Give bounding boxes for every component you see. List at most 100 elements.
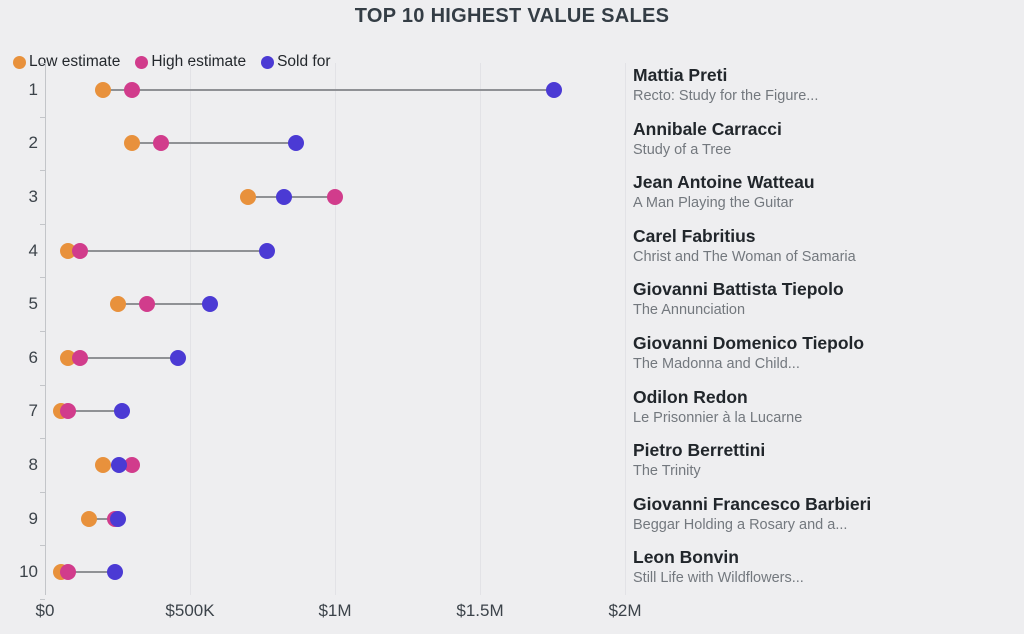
axis-tick: [40, 331, 45, 332]
sold-dot[interactable]: [276, 188, 293, 205]
list-item: Giovanni Francesco Barbieri Beggar Holdin…: [633, 494, 1018, 535]
x-tick-label: $2M: [608, 601, 642, 620]
high-dot[interactable]: [60, 564, 77, 581]
gridline: [625, 63, 626, 595]
range-connector: [117, 303, 211, 306]
legend-item-high[interactable]: High estimate: [135, 53, 246, 71]
chart-row: [45, 385, 625, 439]
axis-tick: [40, 599, 45, 600]
artist-name: Giovanni Battista Tiepolo: [633, 279, 844, 300]
range-connector: [60, 410, 122, 413]
sold-dot[interactable]: [202, 296, 219, 313]
legend-label: Low estimate: [29, 53, 121, 70]
chart-row: [45, 170, 625, 224]
rank-label: 7: [28, 401, 38, 421]
sold-dot[interactable]: [170, 349, 187, 366]
range-connector: [68, 249, 267, 252]
axis-tick: [40, 223, 45, 225]
axis-tick: [40, 545, 45, 547]
range-connector: [68, 356, 179, 359]
sold-dot[interactable]: [258, 242, 275, 259]
sold-legend-dot-icon: [261, 55, 275, 69]
legend-item-low[interactable]: Low estimate: [13, 53, 120, 71]
work-title: Study of a Tree: [633, 141, 732, 158]
rank-label: 3: [28, 186, 38, 206]
rank-label: 2: [28, 133, 38, 153]
sold-dot[interactable]: [113, 403, 130, 420]
sold-dot[interactable]: [109, 510, 126, 527]
work-title: The Madonna and Child...: [633, 356, 800, 372]
x-axis-labels: $0 $500K $1M $1.5M $2M: [36, 601, 642, 623]
axis-tick: [40, 170, 45, 172]
list-item: Mattia Preti Recto: Study for the Figure.…: [633, 65, 1018, 106]
high-legend-dot-icon: [135, 55, 149, 69]
high-dot[interactable]: [124, 456, 140, 473]
artist-name: Mattia Preti: [633, 65, 728, 85]
gridline: [335, 63, 336, 595]
sold-dot[interactable]: [110, 456, 127, 473]
list-item: Giovanni Domenico Tiepolo The Madonna and…: [633, 333, 1018, 374]
artist-name: Giovanni Francesco Barbieri: [633, 493, 872, 514]
artist-name: Annibale Carracci: [633, 118, 782, 139]
low-dot[interactable]: [124, 135, 140, 152]
high-dot[interactable]: [71, 349, 88, 366]
x-tick-label: $1M: [318, 601, 352, 620]
work-title: The Annunciation: [633, 302, 746, 319]
work-title: Christ and The Woman of Samaria: [633, 248, 856, 265]
chart-row: [45, 277, 625, 331]
list-item: Carel Fabritius Christ and The Woman of S…: [633, 226, 1018, 267]
list-item: Giovanni Battista Tiepolo The Annunciatio…: [633, 279, 1018, 320]
gridline: [480, 63, 481, 595]
legend-item-sold[interactable]: Sold for: [261, 53, 331, 71]
list-item: Odilon Redon Le Prisonnier à la Lucarne: [633, 387, 1018, 428]
y-axis-line: [45, 63, 46, 595]
chart-title: TOP 10 HIGHEST VALUE SALES: [354, 5, 670, 27]
sold-dot[interactable]: [287, 135, 304, 152]
artist-name: Leon Bonvin: [633, 547, 739, 568]
high-dot[interactable]: [60, 403, 77, 420]
gridline: [190, 63, 191, 595]
list-item: Annibale Carracci Study of a Tree: [633, 119, 1018, 160]
low-legend-dot-icon: [13, 55, 26, 69]
chart-row: [45, 438, 625, 492]
rank-label: 1: [28, 79, 38, 99]
low-dot[interactable]: [95, 81, 111, 98]
artist-name: Jean Antoine Watteau: [633, 172, 815, 193]
rank-label: 4: [28, 240, 38, 260]
axis-tick: [40, 63, 45, 64]
high-dot[interactable]: [138, 296, 155, 313]
list-item: Jean Antoine Watteau A Man Playing the Gu…: [633, 172, 1018, 213]
work-title: Beggar Holding a Rosary and a...: [633, 516, 848, 533]
x-tick-label: $0: [35, 601, 55, 620]
high-dot[interactable]: [71, 242, 88, 259]
work-title: Recto: Study for the Figure...: [633, 88, 819, 104]
high-dot[interactable]: [124, 81, 140, 98]
high-dot[interactable]: [327, 188, 343, 205]
range-connector: [132, 142, 296, 145]
sold-dot[interactable]: [545, 81, 562, 98]
chart-row: [45, 545, 625, 599]
low-dot[interactable]: [95, 456, 111, 473]
low-dot[interactable]: [240, 188, 256, 205]
legend: Low estimate High estimate Sold for: [13, 52, 331, 72]
work-title: Still Life with Wildflowers...: [633, 570, 804, 587]
high-dot[interactable]: [153, 135, 169, 152]
rank-label: 9: [28, 508, 38, 528]
rank-label: 5: [28, 294, 38, 314]
chart-row: [45, 492, 625, 546]
chart-row: [45, 224, 625, 278]
range-connector: [103, 88, 554, 91]
range-connector: [60, 571, 115, 574]
list-item: Leon Bonvin Still Life with Wildflowers..…: [633, 547, 1018, 588]
rank-label: 6: [28, 347, 38, 367]
artist-name: Carel Fabritius: [633, 225, 756, 246]
sold-dot[interactable]: [106, 564, 123, 581]
chart-row: [45, 117, 625, 171]
axis-tick: [40, 384, 45, 386]
low-dot[interactable]: [109, 296, 126, 313]
low-dot[interactable]: [80, 510, 97, 527]
artist-name: Odilon Redon: [633, 386, 748, 407]
axis-tick: [40, 491, 45, 493]
chart-row: [45, 331, 625, 385]
